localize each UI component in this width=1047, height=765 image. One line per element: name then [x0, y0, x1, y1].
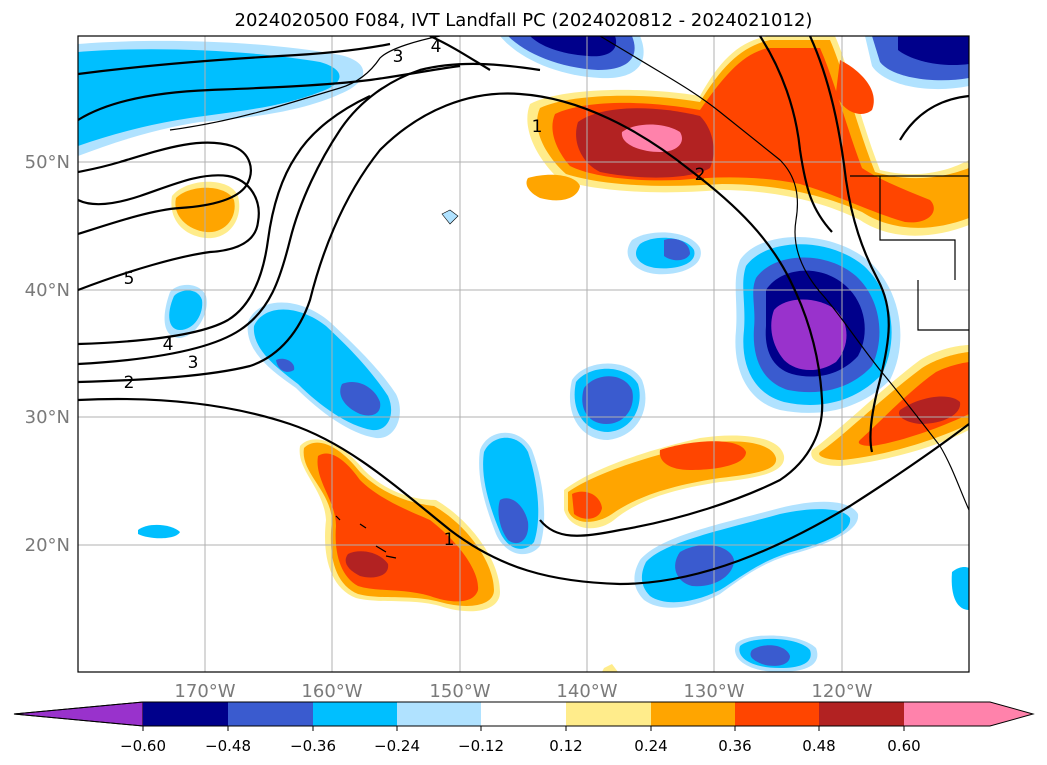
map-title: 2024020500 F084, IVT Landfall PC (202402… — [234, 10, 813, 31]
colorbar-tick-label: −0.36 — [290, 737, 336, 755]
contour-label: 4 — [163, 335, 174, 355]
lat-label: 50°N — [25, 152, 70, 173]
colorbar-tick-label: 0.36 — [718, 737, 751, 755]
filled-anomaly-fields — [78, 36, 969, 672]
lon-label: 170°W — [174, 681, 235, 702]
lon-label: 150°W — [429, 681, 490, 702]
colorbar-segment — [651, 702, 735, 726]
lat-label: 20°N — [25, 535, 70, 556]
colorbar-over-segment — [904, 702, 1033, 726]
colorbar-segment — [143, 702, 228, 726]
contour-label: 4 — [431, 37, 442, 57]
colorbar-tick-label: −0.60 — [120, 737, 166, 755]
colorbar-tick-label: 0.24 — [634, 737, 667, 755]
colorbar-segment — [566, 702, 651, 726]
contour-label: 3 — [393, 47, 404, 67]
lat-label: 30°N — [25, 407, 70, 428]
colorbar-tick-label: −0.24 — [374, 737, 420, 755]
colorbar-segment — [481, 702, 566, 726]
colorbar-tick-label: 0.60 — [887, 737, 920, 755]
latitude-labels: 50°N 40°N 30°N 20°N — [25, 152, 70, 556]
lon-label: 120°W — [811, 681, 872, 702]
contour-labels: 1 1 2 2 3 3 4 4 5 — [124, 37, 706, 550]
neg-region-aleutian-core — [78, 49, 340, 147]
colorbar-segment — [228, 702, 313, 726]
lon-label: 160°W — [301, 681, 362, 702]
colorbar-segment — [397, 702, 481, 726]
lon-label: 140°W — [556, 681, 617, 702]
lon-label: 130°W — [683, 681, 744, 702]
contour-label: 2 — [695, 165, 706, 185]
colorbar-tick-label: 0.12 — [549, 737, 582, 755]
colorbar-segment — [313, 702, 397, 726]
colorbar-tick-label: −0.12 — [458, 737, 504, 755]
contour-label: 2 — [124, 373, 135, 393]
colorbar-under-triangle — [13, 701, 144, 727]
graticule — [78, 36, 969, 672]
lat-label: 40°N — [25, 280, 70, 301]
contour-label: 3 — [188, 353, 199, 373]
colorbar-tick-label: −0.48 — [205, 737, 251, 755]
map-frame — [77, 35, 970, 673]
colorbar-tick-label: 0.48 — [802, 737, 835, 755]
longitude-labels: 170°W 160°W 150°W 140°W 130°W 120°W — [174, 681, 872, 702]
colorbar: −0.60 −0.48 −0.36 −0.24 −0.12 0.12 0.24 … — [13, 701, 1035, 755]
coastlines — [169, 36, 969, 559]
contour-label: 5 — [124, 269, 135, 289]
contour-label: 1 — [444, 530, 455, 550]
contour-label: 1 — [532, 117, 543, 137]
ivt-contours — [78, 36, 969, 586]
colorbar-segment — [819, 702, 904, 726]
colorbar-segment — [735, 702, 819, 726]
